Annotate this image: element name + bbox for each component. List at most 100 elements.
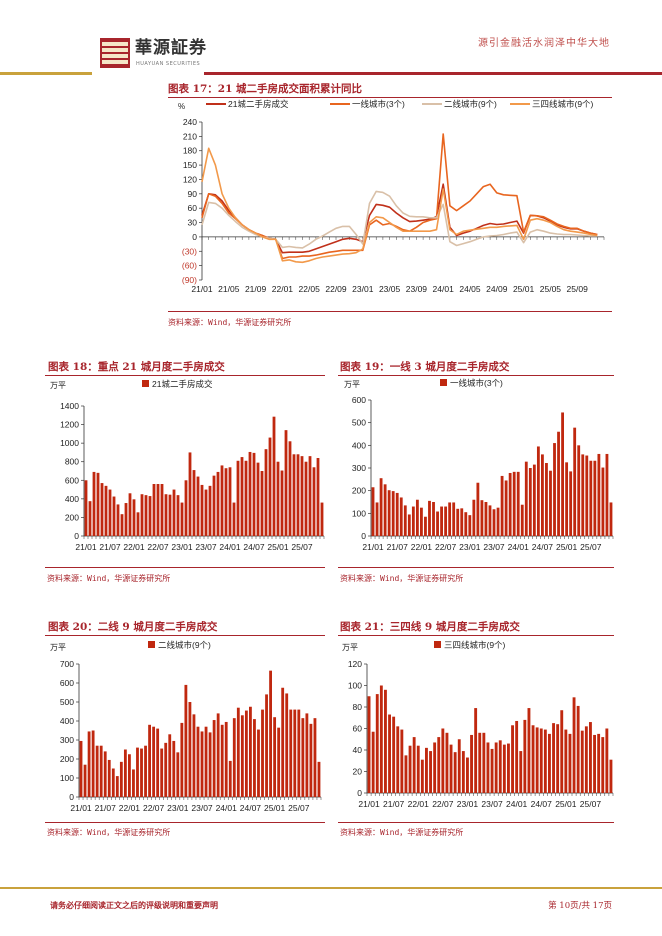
bar (565, 462, 569, 536)
bar (204, 726, 208, 797)
bar (545, 463, 548, 536)
bar (272, 416, 276, 536)
x-tick-label: 23/01 (352, 284, 374, 294)
bar (144, 495, 148, 536)
bar (84, 480, 88, 536)
x-tick-label: 21/07 (99, 542, 121, 552)
bar (236, 460, 240, 536)
bar (441, 728, 445, 793)
y-tick-label: 500 (60, 697, 74, 707)
y-tick-label: 0 (192, 232, 197, 242)
bar (543, 729, 547, 793)
bar (317, 761, 321, 797)
bar (425, 747, 428, 793)
x-tick-label: 25/05 (540, 284, 562, 294)
bar (585, 455, 589, 536)
bar (391, 491, 395, 536)
bar (494, 742, 498, 793)
bar (308, 456, 312, 536)
bar (424, 516, 427, 536)
bar (437, 737, 441, 793)
legend-swatch (440, 379, 447, 386)
bar (490, 748, 494, 793)
y-tick-label: 600 (65, 475, 79, 485)
bar (464, 512, 468, 536)
y-tick-label: 80 (353, 702, 363, 712)
bar (593, 460, 597, 536)
bar (284, 430, 288, 536)
bar (160, 484, 164, 536)
bar (449, 744, 453, 793)
bar (387, 490, 391, 536)
legend-label: 二线城市(9个) (158, 640, 211, 650)
x-tick-label: 21/01 (70, 803, 92, 813)
header-red-rule (204, 72, 662, 75)
x-tick-label: 21/07 (383, 799, 405, 809)
y-tick-label: 0 (361, 531, 366, 541)
bar (375, 502, 379, 536)
bar (192, 714, 196, 797)
bar (180, 722, 184, 797)
bar (188, 702, 192, 797)
bar (320, 502, 324, 536)
x-tick-label: 24/01 (216, 803, 238, 813)
legend-swatch (142, 380, 149, 387)
bar (87, 731, 91, 797)
bar (232, 718, 236, 797)
footer-rule (0, 887, 662, 889)
bar (288, 441, 292, 536)
y-tick-label: 100 (348, 681, 362, 691)
bar (404, 755, 408, 793)
x-tick-label: 23/01 (457, 799, 479, 809)
bar (276, 461, 280, 536)
bar (576, 705, 580, 793)
bar (411, 506, 415, 536)
y-tick-label: 20 (353, 767, 363, 777)
y-tick-label: 200 (65, 512, 79, 522)
bar (280, 470, 284, 536)
bar (297, 709, 301, 797)
bar (379, 478, 383, 536)
y-tick-label: 400 (65, 494, 79, 504)
bar (580, 730, 584, 793)
bar (564, 729, 568, 793)
bar (285, 693, 289, 797)
x-tick-label: 21/01 (191, 284, 213, 294)
bar (111, 768, 115, 797)
bar (200, 731, 204, 797)
bar (412, 737, 416, 793)
bar (408, 745, 412, 793)
bar (224, 468, 228, 536)
bar (541, 454, 544, 536)
bar (104, 485, 108, 536)
bar (407, 514, 411, 536)
bar (148, 724, 151, 797)
bar (556, 724, 560, 793)
series-line (201, 147, 598, 264)
y-tick-label: 150 (183, 160, 197, 170)
bar (557, 431, 560, 536)
bar (216, 713, 220, 797)
bar (516, 471, 520, 536)
bar (433, 742, 437, 793)
bar (252, 452, 256, 536)
bar (584, 726, 588, 793)
legend-swatch (148, 641, 155, 648)
bar (92, 471, 96, 536)
bar (244, 710, 248, 797)
y-tick-label: 210 (183, 131, 197, 141)
x-tick-label: 22/01 (119, 803, 141, 813)
x-tick-label: 23/07 (191, 803, 213, 813)
page-number: 第 10页/共 17页 (548, 901, 612, 911)
bar (504, 480, 508, 536)
bar (260, 471, 264, 536)
bar (601, 467, 605, 536)
x-tick-label: 22/07 (432, 799, 454, 809)
bar (388, 714, 391, 793)
bar (269, 670, 272, 797)
x-tick-label: 24/01 (433, 284, 455, 294)
bar (301, 718, 305, 797)
bar (420, 759, 424, 793)
bar (184, 684, 188, 797)
logo: 華源証券 (100, 38, 207, 68)
